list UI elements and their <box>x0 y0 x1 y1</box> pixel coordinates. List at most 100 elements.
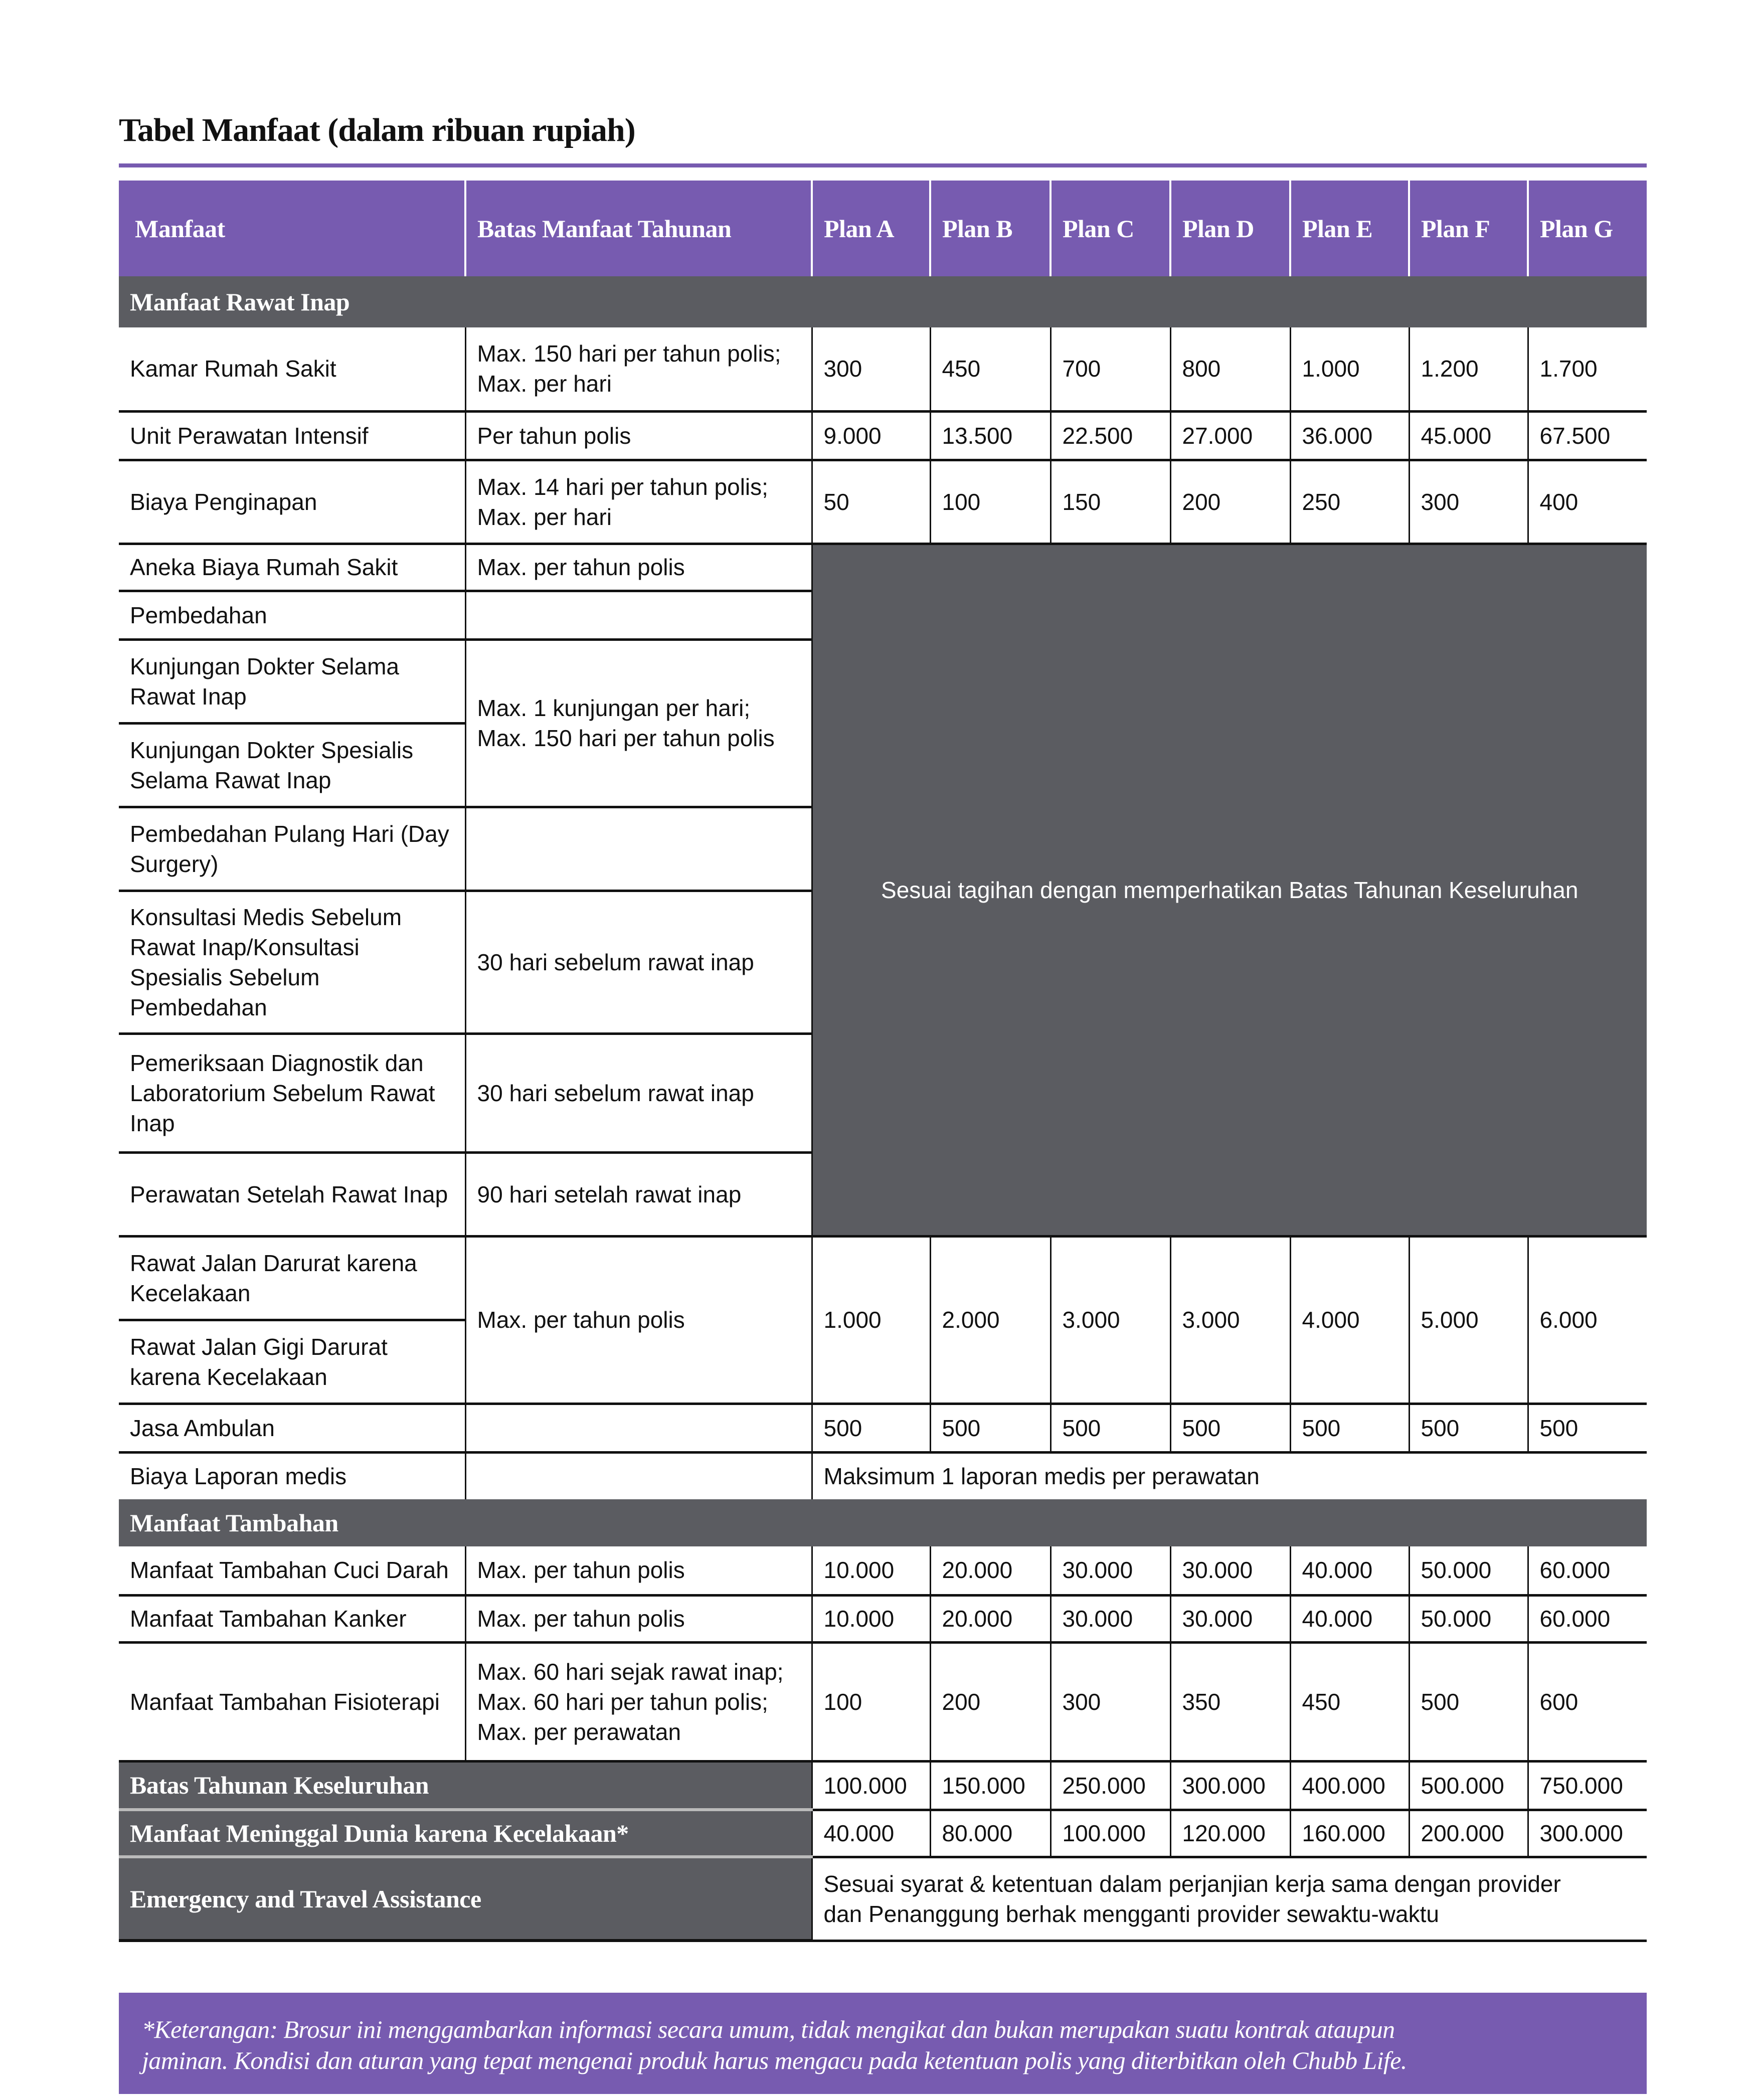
value-cell: 200 <box>929 1642 1050 1763</box>
value-cell: 500 <box>1169 1404 1290 1454</box>
benefit-name: Pemeriksaan Diagnostik dan Laboratorium … <box>119 1033 465 1154</box>
value-cell: 30.000 <box>1049 1595 1170 1644</box>
table-row: Pembedahan <box>119 591 1647 641</box>
table-row: Manfaat Meninggal Dunia karena Kecelakaa… <box>119 1810 1647 1858</box>
value-cell: 10.000 <box>811 1595 930 1644</box>
header-plan-d: Plan D <box>1169 181 1290 276</box>
value-cell: 150 <box>1049 460 1170 545</box>
value-cell: 150.000 <box>929 1761 1050 1811</box>
benefit-name: Rawat Jalan Darurat karena Kecelakaan <box>119 1236 465 1321</box>
limit-line: Max. per hari <box>477 503 612 530</box>
table-row: Perawatan Setelah Rawat Inap 90 hari set… <box>119 1152 1647 1238</box>
value-cell: 1.000 <box>1289 327 1409 413</box>
benefit-limit-empty <box>464 591 812 641</box>
value-cell: 100 <box>811 1642 930 1763</box>
table-row: Aneka Biaya Rumah Sakit Max. per tahun p… <box>119 544 1647 1238</box>
value-cell: 500 <box>811 1404 930 1454</box>
header-plan-e: Plan E <box>1289 181 1409 276</box>
benefit-name: Biaya Laporan medis <box>130 1463 347 1490</box>
value-cell: 450 <box>1289 1642 1409 1763</box>
value-cell: 300.000 <box>1169 1761 1290 1811</box>
value-cell: 100.000 <box>811 1761 930 1811</box>
value-cell: 100 <box>929 460 1050 545</box>
value-cell: 300 <box>1049 1642 1170 1763</box>
benefit-limit: Max. per tahun polis <box>464 1546 812 1597</box>
value-cell: 9.000 <box>811 411 930 461</box>
benefit-name: Manfaat Tambahan Kanker <box>119 1595 465 1644</box>
value-cell: 3.000 <box>1169 1236 1290 1405</box>
value-cell: 300 <box>811 327 930 413</box>
value-cell: 500.000 <box>1408 1761 1528 1811</box>
value-cell: 600 <box>1527 1642 1647 1763</box>
benefit-name: Aneka Biaya Rumah Sakit <box>119 544 465 592</box>
header-batas: Batas Manfaat Tahunan <box>464 181 812 276</box>
value-cell: 500 <box>929 1404 1050 1454</box>
table-row: Kunjungan Dokter Selama Rawat Inap Max. … <box>119 639 1647 808</box>
value-cell: 100.000 <box>1049 1810 1170 1858</box>
disclaimer-line: jaminan. Kondisi dan aturan yang tepat m… <box>142 2046 1407 2074</box>
header-plan-a: Plan A <box>811 181 930 276</box>
value-cell: 20.000 <box>929 1595 1050 1644</box>
value-cell: 800 <box>1169 327 1290 413</box>
value-cell: 30.000 <box>1169 1546 1290 1597</box>
benefit-name: Unit Perawatan Intensif <box>119 411 465 461</box>
page-title: Tabel Manfaat (dalam ribuan rupiah) <box>119 112 636 148</box>
limit-line: Max. 60 hari sejak rawat inap; <box>477 1658 784 1685</box>
value-cell: 5.000 <box>1408 1236 1528 1405</box>
table-row: Rawat Jalan Gigi Darurat karena Kecelaka… <box>119 1320 1647 1405</box>
limit-line: Max. 150 hari per tahun polis; <box>477 340 781 367</box>
value-cell: 400.000 <box>1289 1761 1409 1811</box>
header-manfaat: Manfaat <box>119 181 465 276</box>
table-row: Pembedahan Pulang Hari (Day Surgery) <box>119 807 1647 892</box>
table-row: Kunjungan Dokter Spesialis Selama Rawat … <box>119 723 1647 808</box>
benefit-name: Kamar Rumah Sakit <box>119 327 465 413</box>
header-plan-b: Plan B <box>929 181 1050 276</box>
limit-line: Max. per hari <box>477 371 612 397</box>
value-cell: 1.000 <box>811 1236 930 1405</box>
value-cell: 60.000 <box>1527 1595 1647 1644</box>
emergency-text: Sesuai syarat & ketentuan dalam perjanji… <box>811 1857 1647 1942</box>
value-cell: 13.500 <box>929 411 1050 461</box>
benefit-table: Manfaat Batas Manfaat Tahunan Plan A Pla… <box>119 181 1647 1942</box>
benefit-name: Kunjungan Dokter Selama Rawat Inap <box>119 639 465 725</box>
benefit-limit: Max. 1 kunjungan per hari; Max. 150 hari … <box>464 639 812 808</box>
limit-line: Max. per perawatan <box>477 1718 681 1745</box>
section-tambahan: Manfaat Tambahan <box>119 1499 1647 1546</box>
value-cell: 2.000 <box>929 1236 1050 1405</box>
benefit-limit: Max. per tahun polis <box>464 544 812 592</box>
benefit-limit-empty <box>464 1452 812 1499</box>
value-cell: 1.700 <box>1527 327 1647 413</box>
value-cell: 250.000 <box>1049 1761 1170 1811</box>
batas-tahunan-label: Batas Tahunan Keseluruhan <box>119 1761 812 1811</box>
emergency-line: Sesuai syarat & ketentuan dalam perjanji… <box>823 1870 1561 1897</box>
emergency-label: Emergency and Travel Assistance <box>119 1857 812 1942</box>
benefit-limit-empty <box>464 807 812 892</box>
benefit-limit: 90 hari setelah rawat inap <box>464 1152 812 1238</box>
table-row: Konsultasi Medis Sebelum Rawat Inap/Kons… <box>119 891 1647 1035</box>
value-cell: 30.000 <box>1049 1546 1170 1597</box>
value-cell: 250 <box>1289 460 1409 545</box>
table-row: Manfaat Tambahan Fisioterapi Max. 60 har… <box>119 1642 1647 1763</box>
value-cell: 45.000 <box>1408 411 1528 461</box>
header-plan-g: Plan G <box>1527 181 1647 276</box>
table-row: Emergency and Travel Assistance Sesuai s… <box>119 1857 1647 1942</box>
value-cell: 500 <box>1527 1404 1647 1454</box>
benefit-limit: 30 hari sebelum rawat inap <box>464 1033 812 1154</box>
laporan-text: Maksimum 1 laporan medis per perawatan <box>811 1452 1647 1499</box>
value-cell: 500 <box>1049 1404 1170 1454</box>
value-cell: 22.500 <box>1049 411 1170 461</box>
merged-as-charged-cell: Sesuai tagihan dengan memperhatikan Bata… <box>811 544 1647 1238</box>
benefit-name: Manfaat Tambahan Fisioterapi <box>119 1642 465 1763</box>
value-cell: 3.000 <box>1049 1236 1170 1405</box>
value-cell: 40.000 <box>811 1810 930 1858</box>
value-cell: 400 <box>1527 460 1647 545</box>
table-row: Kamar Rumah Sakit Max. 150 hari per tahu… <box>119 327 1647 413</box>
table-row: Manfaat Tambahan Cuci Darah Max. per tah… <box>119 1546 1647 1597</box>
section-rawat-inap: Manfaat Rawat Inap <box>119 276 1647 327</box>
table-row: Unit Perawatan Intensif Per tahun polis … <box>119 411 1647 461</box>
meninggal-label: Manfaat Meninggal Dunia karena Kecelakaa… <box>119 1810 812 1858</box>
title-divider <box>119 163 1647 167</box>
value-cell: 200.000 <box>1408 1810 1528 1858</box>
value-cell: 4.000 <box>1289 1236 1409 1405</box>
benefit-limit: Per tahun polis <box>464 411 812 461</box>
